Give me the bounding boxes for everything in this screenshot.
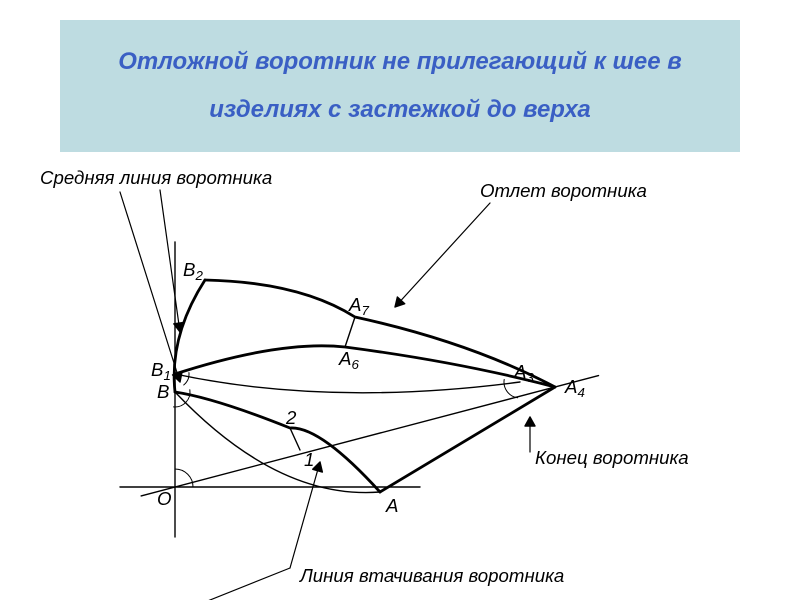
title-box: Отложной воротник не прилегающий к шее в… — [60, 20, 740, 152]
svg-text:B2: B2 — [183, 259, 203, 283]
title-text: Отложной воротник не прилегающий к шее в… — [118, 48, 682, 123]
svg-text:O: O — [157, 488, 172, 509]
svg-text:A7: A7 — [348, 294, 369, 318]
svg-text:B1: B1 — [151, 359, 171, 383]
svg-text:B: B — [157, 381, 169, 402]
svg-text:2: 2 — [285, 407, 297, 428]
svg-text:Отлет воротника: Отлет воротника — [480, 180, 647, 201]
svg-text:Конец воротника: Конец воротника — [535, 447, 689, 468]
svg-text:A6: A6 — [338, 348, 359, 372]
collar-diagram: OBB1B2AA3A4A6A712Средняя линия воротника… — [0, 152, 800, 600]
svg-text:A: A — [385, 495, 398, 516]
svg-text:Линия втачивания воротника: Линия втачивания воротника — [299, 565, 564, 586]
svg-text:A3: A3 — [513, 361, 534, 385]
svg-text:Средняя линия воротника: Средняя линия воротника — [40, 167, 272, 188]
svg-text:1: 1 — [304, 449, 314, 470]
